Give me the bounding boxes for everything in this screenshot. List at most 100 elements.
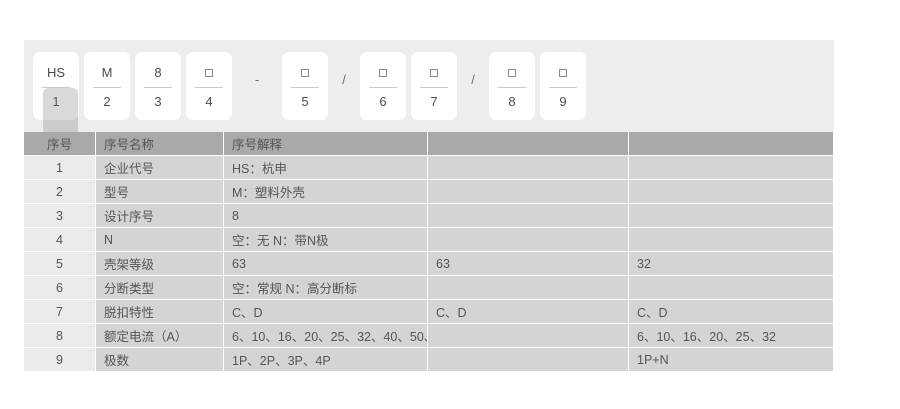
code-box-value: HS <box>46 64 66 80</box>
cell-value-2 <box>428 324 629 348</box>
header-cell-explain: 序号解释 <box>224 132 428 156</box>
cell-name: 型号 <box>96 180 224 204</box>
cell-value-2 <box>428 156 629 180</box>
code-separator-dash: - <box>254 71 260 87</box>
cell-name: 企业代号 <box>96 156 224 180</box>
cell-value-1: 空：常规 N：高分断标 <box>224 276 428 300</box>
placeholder-square-icon <box>508 60 516 86</box>
table-row: 5 壳架等级 63 63 32 <box>24 252 834 276</box>
code-box-index: 3 <box>154 93 162 109</box>
code-box-index: 6 <box>379 93 387 109</box>
table-header-row: 序号 序号名称 序号解释 <box>24 132 834 156</box>
code-box-5[interactable]: 5 <box>282 52 328 120</box>
code-box-value: M <box>101 64 113 80</box>
cell-value-1: 1P、2P、3P、4P <box>224 348 428 372</box>
cell-index: 8 <box>24 324 96 348</box>
cell-value-3 <box>629 228 834 252</box>
cell-index: 7 <box>24 300 96 324</box>
cell-value-3: 1P+N <box>629 348 834 372</box>
header-cell-name: 序号名称 <box>96 132 224 156</box>
cell-name: 极数 <box>96 348 224 372</box>
cell-index: 4 <box>24 228 96 252</box>
specification-table: 序号 序号名称 序号解释 1 企业代号 HS：杭申 2 型号 M：塑料外壳 3 设计序号 8 4 N… <box>24 132 834 372</box>
cell-value-1: M：塑料外壳 <box>224 180 428 204</box>
code-box-6[interactable]: 6 <box>360 52 406 120</box>
code-separator-slash: / <box>471 71 475 87</box>
placeholder-square-icon <box>430 60 438 86</box>
code-box-divider <box>42 86 70 88</box>
cell-name: 脱扣特性 <box>96 300 224 324</box>
placeholder-square-icon <box>379 60 387 86</box>
cell-value-1: C、D <box>224 300 428 324</box>
cell-value-1: HS：杭申 <box>224 156 428 180</box>
cell-name: N <box>96 228 224 252</box>
table-row: 1 企业代号 HS：杭申 <box>24 156 834 180</box>
code-box-index: 8 <box>508 93 516 109</box>
placeholder-square-icon <box>559 60 567 86</box>
cell-index: 5 <box>24 252 96 276</box>
code-box-index: 1 <box>52 93 60 109</box>
code-box-divider <box>93 86 121 88</box>
cell-value-3 <box>629 156 834 180</box>
cell-value-2 <box>428 180 629 204</box>
code-box-value: 8 <box>154 64 162 80</box>
cell-value-3: C、D <box>629 300 834 324</box>
code-box-divider <box>420 86 448 88</box>
model-code-strip: HS 1 M 2 8 3 4-5/6 7/8 9 <box>24 40 591 132</box>
header-cell-blank-1 <box>428 132 629 156</box>
code-box-1[interactable]: HS 1 <box>33 52 79 120</box>
placeholder-square-icon <box>301 60 309 86</box>
code-box-divider <box>549 86 577 88</box>
code-box-7[interactable]: 7 <box>411 52 457 120</box>
square-icon <box>508 68 516 77</box>
table-row: 7 脱扣特性 C、D C、D C、D <box>24 300 834 324</box>
table-row: 9 极数 1P、2P、3P、4P 1P+N <box>24 348 834 372</box>
code-box-divider <box>144 86 172 88</box>
cell-value-2: 63 <box>428 252 629 276</box>
code-separator-slash: / <box>342 71 346 87</box>
code-box-divider <box>291 86 319 88</box>
cell-value-1: 63 <box>224 252 428 276</box>
cell-value-3 <box>629 204 834 228</box>
code-box-8[interactable]: 8 <box>489 52 535 120</box>
cell-value-3 <box>629 180 834 204</box>
cell-index: 1 <box>24 156 96 180</box>
code-box-index: 7 <box>430 93 438 109</box>
table-row: 4 N 空：无 N：带N极 <box>24 228 834 252</box>
cell-value-2 <box>428 276 629 300</box>
cell-value-3: 32 <box>629 252 834 276</box>
cell-value-1: 8 <box>224 204 428 228</box>
header-cell-index: 序号 <box>24 132 96 156</box>
cell-name: 设计序号 <box>96 204 224 228</box>
code-box-index: 4 <box>205 93 213 109</box>
code-box-divider <box>498 86 526 88</box>
cell-value-1: 6、10、16、20、25、32、40、50、63 <box>224 324 428 348</box>
square-icon <box>559 68 567 77</box>
code-box-index: 2 <box>103 93 111 109</box>
table-row: 2 型号 M：塑料外壳 <box>24 180 834 204</box>
code-box-index: 9 <box>559 93 567 109</box>
code-box-9[interactable]: 9 <box>540 52 586 120</box>
code-box-4[interactable]: 4 <box>186 52 232 120</box>
cell-value-2 <box>428 204 629 228</box>
table-row: 6 分断类型 空：常规 N：高分断标 <box>24 276 834 300</box>
code-box-index: 5 <box>301 93 309 109</box>
square-icon <box>430 68 438 77</box>
header-cell-blank-2 <box>629 132 834 156</box>
cell-value-3: 6、10、16、20、25、32 <box>629 324 834 348</box>
square-icon <box>379 68 387 77</box>
cell-name: 额定电流（A） <box>96 324 224 348</box>
cell-index: 6 <box>24 276 96 300</box>
cell-name: 分断类型 <box>96 276 224 300</box>
cell-value-3 <box>629 276 834 300</box>
cell-value-2 <box>428 348 629 372</box>
cell-index: 9 <box>24 348 96 372</box>
square-icon <box>205 68 213 77</box>
table-header: 序号 序号名称 序号解释 <box>24 132 834 156</box>
code-box-divider <box>195 86 223 88</box>
cell-name: 壳架等级 <box>96 252 224 276</box>
placeholder-square-icon <box>205 60 213 86</box>
